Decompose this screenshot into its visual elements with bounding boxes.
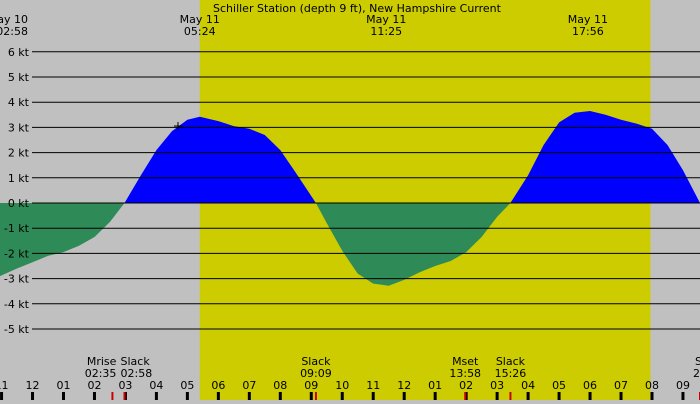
hour-tick-label: 07 bbox=[614, 379, 628, 392]
top-annotation-date: May 11 bbox=[568, 13, 608, 26]
grid-layer bbox=[0, 51, 700, 400]
ebb-current-area bbox=[315, 203, 511, 286]
event-time: 02:35 bbox=[85, 367, 117, 380]
hour-tick-label: 12 bbox=[397, 379, 411, 392]
event-time: 02:58 bbox=[121, 367, 153, 380]
event-time: 15:26 bbox=[495, 367, 527, 380]
y-tick-label: 0 kt bbox=[8, 197, 30, 210]
hour-tick-label: 04 bbox=[521, 379, 535, 392]
hour-tick-label: 07 bbox=[242, 379, 256, 392]
y-tick-label: 6 kt bbox=[8, 46, 30, 59]
y-tick-label: 4 kt bbox=[8, 96, 30, 109]
y-tick-label: -1 kt bbox=[4, 222, 30, 235]
y-tick-label: -5 kt bbox=[4, 323, 30, 336]
hour-tick-label: 11 bbox=[0, 379, 9, 392]
top-annotation-time: 05:24 bbox=[184, 25, 216, 38]
event-time: 21 bbox=[693, 367, 700, 380]
hour-tick-label: 01 bbox=[56, 379, 70, 392]
hour-tick-label: 10 bbox=[335, 379, 349, 392]
y-tick-label: -4 kt bbox=[4, 298, 30, 311]
hour-tick-label: 09 bbox=[676, 379, 690, 392]
current-area-layer bbox=[0, 111, 700, 286]
hour-tick-label: 03 bbox=[490, 379, 504, 392]
event-time: 13:58 bbox=[449, 367, 481, 380]
hour-tick-label: 09 bbox=[304, 379, 318, 392]
hour-tick-label: 08 bbox=[273, 379, 287, 392]
hour-tick-label: 04 bbox=[149, 379, 163, 392]
y-tick-label: -2 kt bbox=[4, 247, 30, 260]
hour-tick-label: 12 bbox=[26, 379, 40, 392]
event-name: Sl bbox=[695, 355, 700, 368]
top-annotation-time: 02:58 bbox=[0, 25, 28, 38]
hour-tick-label: 08 bbox=[645, 379, 659, 392]
y-tick-label: -3 kt bbox=[4, 273, 30, 286]
event-name: Slack bbox=[121, 355, 151, 368]
flood-current-area bbox=[510, 111, 700, 203]
top-annotation-time: 17:56 bbox=[572, 25, 604, 38]
event-name: Mset bbox=[452, 355, 479, 368]
y-tick-label: 5 kt bbox=[8, 71, 30, 84]
chart-title: Schiller Station (depth 9 ft), New Hamps… bbox=[213, 2, 502, 15]
hour-tick-label: 05 bbox=[180, 379, 194, 392]
event-name: Slack bbox=[301, 355, 331, 368]
label-layer: 6 kt 5 kt 4 kt 3 kt 2 kt 1 kt 0 kt -1 kt -2 kt -3… bbox=[0, 13, 700, 392]
y-tick-label: 2 kt bbox=[8, 147, 30, 160]
hour-tick-label: 01 bbox=[428, 379, 442, 392]
event-time: 09:09 bbox=[300, 367, 332, 380]
hour-tick-label: 06 bbox=[583, 379, 597, 392]
hour-tick-label: 03 bbox=[118, 379, 132, 392]
hour-tick-label: 02 bbox=[87, 379, 101, 392]
ebb-current-area bbox=[0, 203, 125, 277]
top-annotation-date: May 10 bbox=[0, 13, 28, 26]
hour-tick-label: 06 bbox=[211, 379, 225, 392]
event-name: Slack bbox=[496, 355, 526, 368]
flood-current-area bbox=[124, 116, 316, 203]
top-annotation-date: May 11 bbox=[366, 13, 406, 26]
y-tick-label: 3 kt bbox=[8, 121, 30, 134]
hour-tick-label: 11 bbox=[366, 379, 380, 392]
hour-tick-label: 05 bbox=[552, 379, 566, 392]
hour-tick-label: 02 bbox=[459, 379, 473, 392]
event-name: Mrise bbox=[87, 355, 117, 368]
y-tick-label: 1 kt bbox=[8, 172, 30, 185]
top-annotation-date: May 11 bbox=[180, 13, 220, 26]
top-annotation-time: 11:25 bbox=[370, 25, 402, 38]
